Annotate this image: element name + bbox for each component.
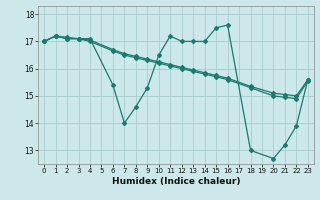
X-axis label: Humidex (Indice chaleur): Humidex (Indice chaleur) [112, 177, 240, 186]
